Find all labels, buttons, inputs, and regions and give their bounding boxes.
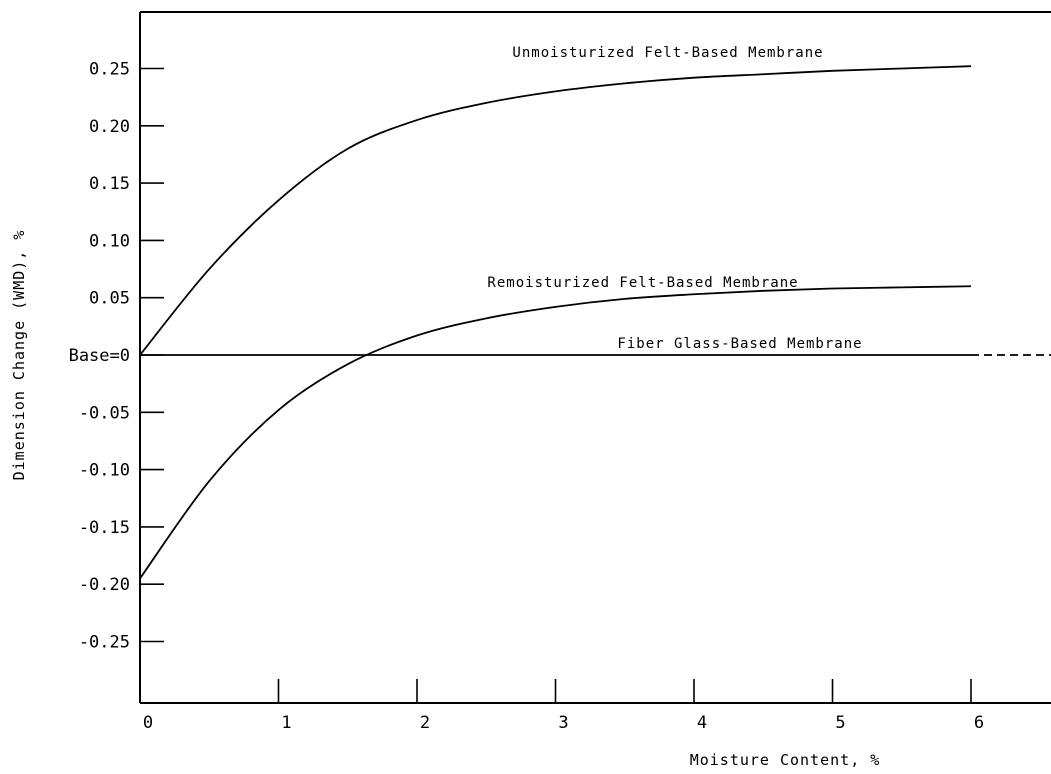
y-tick-label: 0.15 xyxy=(89,174,130,194)
y-tick-label: -0.05 xyxy=(79,403,130,423)
x-tick-label: 2 xyxy=(420,713,430,733)
y-ticks: 0.25 0.20 0.15 0.10 0.05 Base=0 -0.05 -0.10 -0.1… xyxy=(69,60,164,653)
y-axis-label: Dimension Change (WMD), % xyxy=(10,230,28,481)
series-lines xyxy=(139,65,1051,579)
x-tick-label: 0 xyxy=(143,713,153,733)
series-labels: Unmoisturized Felt-Based Membrane Remoist… xyxy=(487,45,862,352)
x-tick-label: 5 xyxy=(835,713,845,733)
series-line-remoisturized xyxy=(139,285,972,579)
y-tick-label: 0.25 xyxy=(89,60,130,80)
series-label-remoisturized: Remoisturized Felt-Based Membrane xyxy=(487,275,798,291)
series-label-unmoisturized: Unmoisturized Felt-Based Membrane xyxy=(512,45,823,61)
x-ticks: 0 1 2 3 4 5 6 xyxy=(143,679,984,733)
series-line-unmoisturized xyxy=(139,65,972,356)
axes xyxy=(139,11,1051,704)
x-tick-label: 3 xyxy=(558,713,568,733)
x-tick-label: 6 xyxy=(974,713,984,733)
x-axis-label: Moisture Content, % xyxy=(690,751,881,769)
y-tick-label: -0.20 xyxy=(79,575,130,595)
y-tick-label: 0.20 xyxy=(89,117,130,137)
series-label-fiber-glass: Fiber Glass-Based Membrane xyxy=(617,336,862,352)
x-tick-label: 4 xyxy=(697,713,707,733)
x-tick-label: 1 xyxy=(281,713,291,733)
y-tick-label: Base=0 xyxy=(69,346,130,366)
y-tick-label: -0.10 xyxy=(79,461,130,481)
y-tick-label: 0.10 xyxy=(89,231,130,251)
y-tick-label: 0.05 xyxy=(89,289,130,309)
y-tick-label: -0.25 xyxy=(79,633,130,653)
y-tick-label: -0.15 xyxy=(79,518,130,538)
